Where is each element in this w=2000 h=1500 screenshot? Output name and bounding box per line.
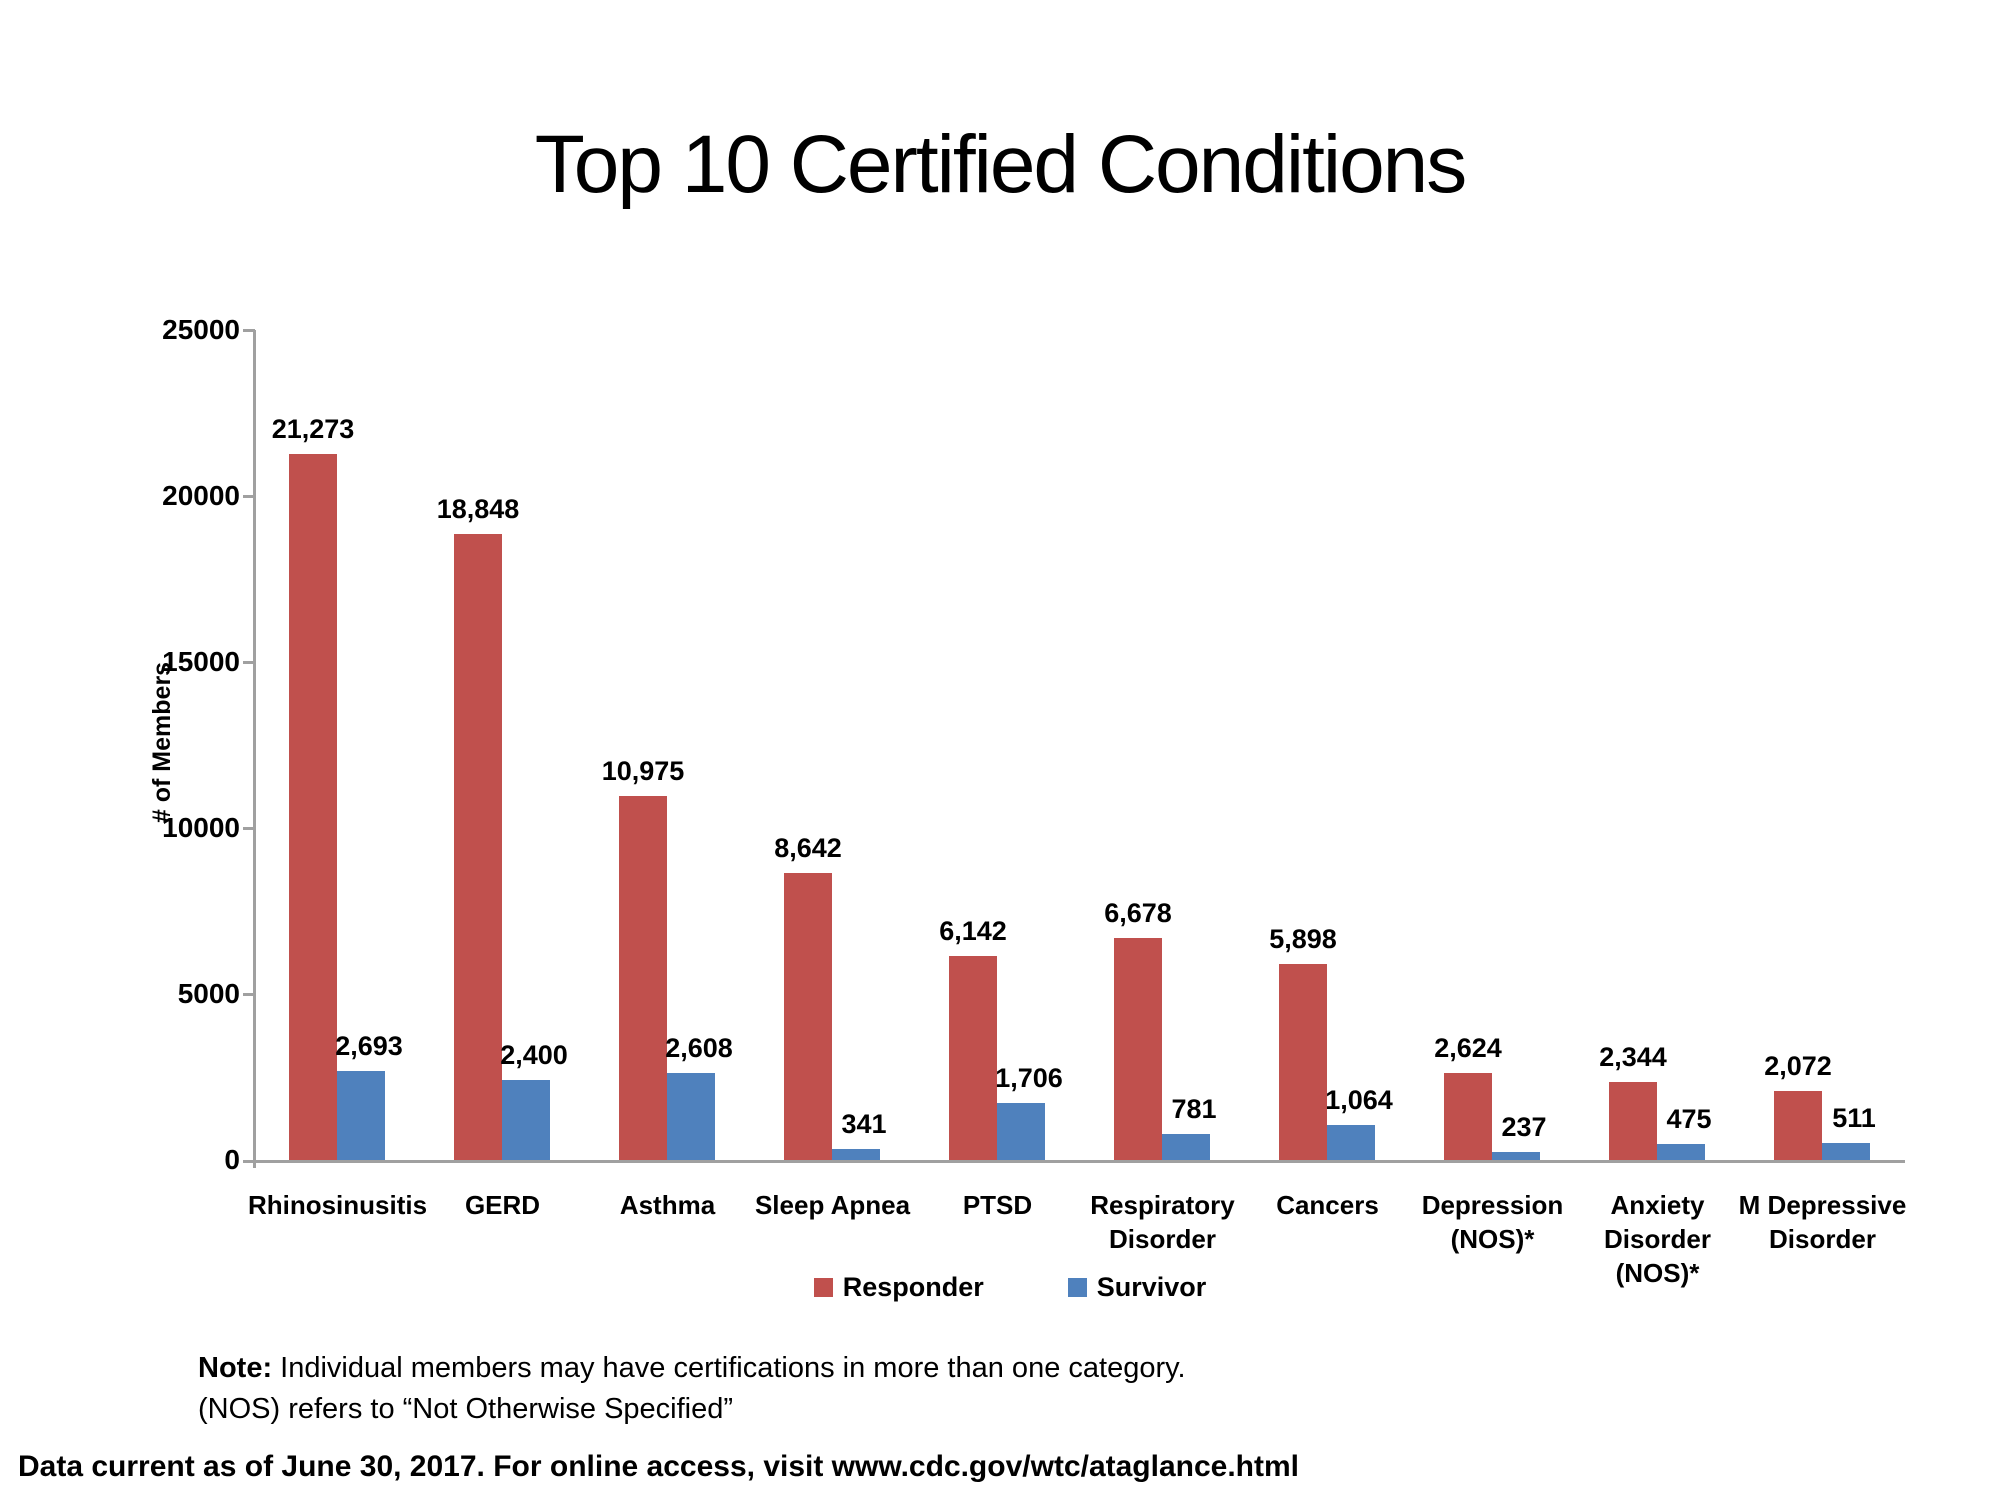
note-label: Note: (198, 1352, 273, 1384)
category-label-line: Disorder (1604, 1224, 1711, 1254)
bar-value-label: 341 (841, 1109, 887, 1139)
chart-legend: Responder Survivor (255, 1272, 1765, 1303)
bar-value-label: 18,848 (436, 494, 520, 524)
category-label-line: Asthma (619, 1190, 716, 1220)
chart-title: Top 10 Certified Conditions (534, 119, 1468, 210)
note-line-1: Note: Individual members may have certif… (198, 1348, 1398, 1389)
category-label-line: Sleep Apnea (754, 1190, 911, 1220)
category-label: M Depressive Disorder (1713, 1188, 1933, 1256)
bar-value-label: 2,344 (1599, 1042, 1667, 1072)
bar-responder (1114, 938, 1162, 1160)
y-axis-line (253, 330, 256, 1168)
bar-responder (289, 454, 337, 1160)
bar-value-label: 781 (1171, 1094, 1217, 1124)
category-label-line: Depression (1421, 1190, 1564, 1220)
bar-value-label: 2,693 (335, 1031, 403, 1061)
bar-value-label: 2,624 (1434, 1033, 1502, 1063)
category-label-line: Cancers (1276, 1190, 1379, 1220)
category-label: PTSD (888, 1188, 1108, 1222)
note: Note: Individual members may have certif… (198, 1348, 1398, 1430)
bar-value-label: 6,678 (1104, 898, 1172, 928)
y-tick-label: 20000 (162, 480, 240, 511)
bar-survivor (337, 1071, 385, 1160)
bar-survivor (667, 1073, 715, 1160)
bar-value-label: 2,400 (500, 1040, 568, 1070)
category-label: Depression (NOS)* (1383, 1188, 1603, 1256)
bar-value-label: 5,898 (1269, 924, 1337, 954)
category-label: Cancers (1218, 1188, 1438, 1222)
category-label-line: Respiratory (1090, 1190, 1235, 1220)
bar-value-label: 237 (1501, 1112, 1547, 1142)
category-label-line: Anxiety (1610, 1190, 1705, 1220)
bar-responder (454, 534, 502, 1160)
category-label-line: (NOS)* (1615, 1258, 1700, 1288)
bar-survivor (1822, 1143, 1870, 1160)
bar-value-label: 10,975 (601, 756, 685, 786)
bar-responder (1279, 964, 1327, 1160)
category-label: Sleep Apnea (723, 1188, 943, 1222)
bar-value-label: 475 (1666, 1104, 1712, 1134)
survivor-swatch-icon (1067, 1278, 1087, 1297)
category-label: Rhinosinusitis (228, 1188, 448, 1222)
footer-text: Data current as of June 30, 2017. For on… (18, 1450, 1300, 1483)
bar-value-label: 1,706 (995, 1063, 1063, 1093)
legend-item-responder: Responder (813, 1272, 984, 1303)
responder-swatch-icon (813, 1278, 833, 1297)
y-tick-mark (243, 329, 255, 332)
category-label-line: (NOS)* (1450, 1224, 1535, 1254)
category-label: Anxiety Disorder (NOS)* (1548, 1188, 1768, 1290)
y-tick-label: 10000 (162, 812, 240, 843)
bar-survivor (1327, 1125, 1375, 1160)
category-label-line: PTSD (962, 1190, 1033, 1220)
bar-value-label: 8,642 (774, 833, 842, 863)
category-label-line: GERD (464, 1190, 541, 1220)
bar-value-label: 2,608 (665, 1033, 733, 1063)
category-label: GERD (393, 1188, 613, 1222)
category-label: Asthma (558, 1188, 778, 1222)
bar-survivor (1492, 1152, 1540, 1160)
category-label-line: Rhinosinusitis (247, 1190, 428, 1220)
y-tick-mark (243, 661, 255, 664)
note-text-1: Individual members may have certificatio… (272, 1352, 1186, 1384)
category-label-line: Disorder (1109, 1224, 1216, 1254)
y-tick-mark (243, 495, 255, 498)
y-tick-label: 5000 (177, 978, 240, 1009)
bar-responder (949, 956, 997, 1160)
bar-responder (1774, 1091, 1822, 1160)
bar-responder (784, 873, 832, 1160)
legend-item-survivor: Survivor (1067, 1272, 1207, 1303)
y-tick-label: 15000 (162, 646, 240, 677)
y-tick-label: 0 (224, 1144, 240, 1175)
y-axis-title: # of Members (148, 661, 177, 824)
legend-label-survivor: Survivor (1096, 1272, 1207, 1302)
bar-value-label: 6,142 (939, 916, 1007, 946)
note-line-2: (NOS) refers to “Not Otherwise Specified… (198, 1393, 734, 1425)
y-tick-label: 25000 (162, 314, 240, 345)
category-label-line: Disorder (1769, 1224, 1876, 1254)
bar-responder (1609, 1082, 1657, 1160)
bar-survivor (1657, 1144, 1705, 1160)
bar-survivor (1162, 1134, 1210, 1160)
category-label: Respiratory Disorder (1053, 1188, 1273, 1256)
bar-responder (619, 796, 667, 1160)
bar-survivor (997, 1103, 1045, 1160)
bar-value-label: 2,072 (1764, 1051, 1832, 1081)
y-tick-mark (243, 827, 255, 830)
bar-survivor (832, 1149, 880, 1160)
bar-responder (1444, 1073, 1492, 1160)
bar-value-label: 1,064 (1325, 1085, 1393, 1115)
bar-survivor (502, 1080, 550, 1160)
bar-value-label: 21,273 (271, 414, 355, 444)
legend-label-responder: Responder (842, 1272, 984, 1302)
x-axis-line (243, 1160, 1905, 1163)
bar-value-label: 511 (1832, 1103, 1876, 1133)
category-label-line: M Depressive (1738, 1190, 1907, 1220)
y-tick-mark (243, 993, 255, 996)
